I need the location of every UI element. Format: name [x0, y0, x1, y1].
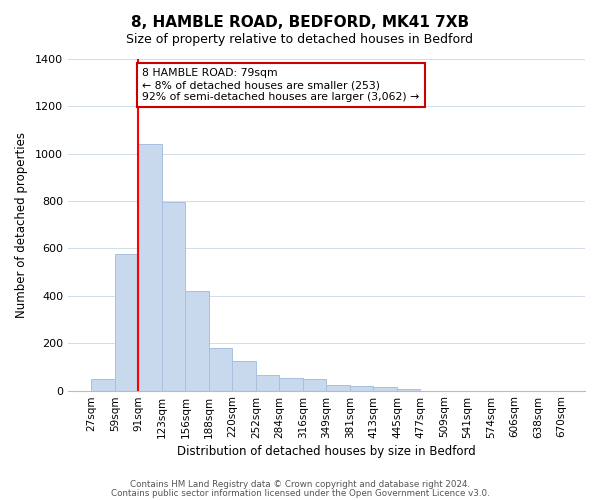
- Text: 8, HAMBLE ROAD, BEDFORD, MK41 7XB: 8, HAMBLE ROAD, BEDFORD, MK41 7XB: [131, 15, 469, 30]
- Bar: [256, 375, 280, 390]
- Bar: [232, 361, 256, 390]
- Bar: [209, 348, 232, 391]
- Bar: [373, 387, 397, 390]
- Bar: [115, 254, 139, 390]
- Text: Contains HM Land Registry data © Crown copyright and database right 2024.: Contains HM Land Registry data © Crown c…: [130, 480, 470, 489]
- Bar: [350, 386, 373, 390]
- Y-axis label: Number of detached properties: Number of detached properties: [15, 132, 28, 318]
- Text: Size of property relative to detached houses in Bedford: Size of property relative to detached ho…: [127, 32, 473, 46]
- Bar: [185, 291, 209, 390]
- Bar: [280, 378, 303, 390]
- Bar: [139, 144, 162, 390]
- Bar: [326, 384, 350, 390]
- Text: Contains public sector information licensed under the Open Government Licence v3: Contains public sector information licen…: [110, 488, 490, 498]
- X-axis label: Distribution of detached houses by size in Bedford: Distribution of detached houses by size …: [177, 444, 476, 458]
- Bar: [162, 202, 185, 390]
- Bar: [91, 378, 115, 390]
- Text: 8 HAMBLE ROAD: 79sqm
← 8% of detached houses are smaller (253)
92% of semi-detac: 8 HAMBLE ROAD: 79sqm ← 8% of detached ho…: [142, 68, 419, 102]
- Bar: [303, 378, 326, 390]
